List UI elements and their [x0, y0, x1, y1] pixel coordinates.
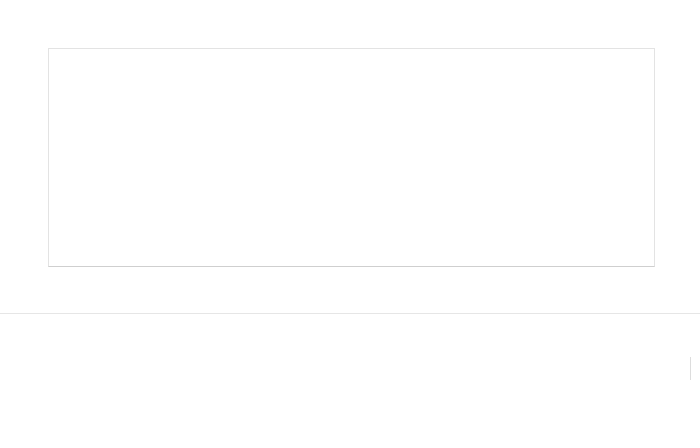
- right-axis-title: [662, 48, 676, 267]
- left-axis-ticks: [0, 48, 44, 267]
- area-legend-swatch: [678, 213, 687, 222]
- legend-item-debt[interactable]: [589, 331, 603, 341]
- weekly-plot-area: [48, 48, 655, 267]
- dashboard: [0, 0, 700, 448]
- weekly-x-labels: [48, 270, 655, 314]
- ytd-pane: [53, 357, 691, 380]
- debt-swatch-icon: [589, 331, 599, 341]
- ytd-axis-ticks: [53, 380, 693, 394]
- equity-swatch-icon: [529, 331, 539, 341]
- section-divider: [0, 313, 700, 314]
- legend-item-equity[interactable]: [529, 331, 543, 341]
